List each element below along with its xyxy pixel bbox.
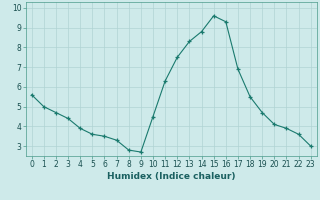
X-axis label: Humidex (Indice chaleur): Humidex (Indice chaleur)	[107, 172, 236, 181]
